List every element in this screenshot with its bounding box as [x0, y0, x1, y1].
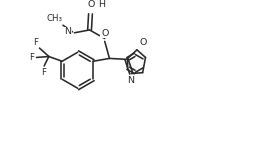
Text: N: N — [65, 27, 71, 36]
Text: F: F — [30, 53, 35, 62]
Text: N: N — [127, 76, 134, 86]
Text: H: H — [98, 0, 105, 9]
Text: O: O — [140, 38, 147, 47]
Text: O: O — [101, 29, 108, 38]
Text: F: F — [34, 38, 38, 47]
Text: O: O — [88, 0, 95, 9]
Text: CH₃: CH₃ — [46, 14, 62, 23]
Text: F: F — [42, 68, 47, 77]
